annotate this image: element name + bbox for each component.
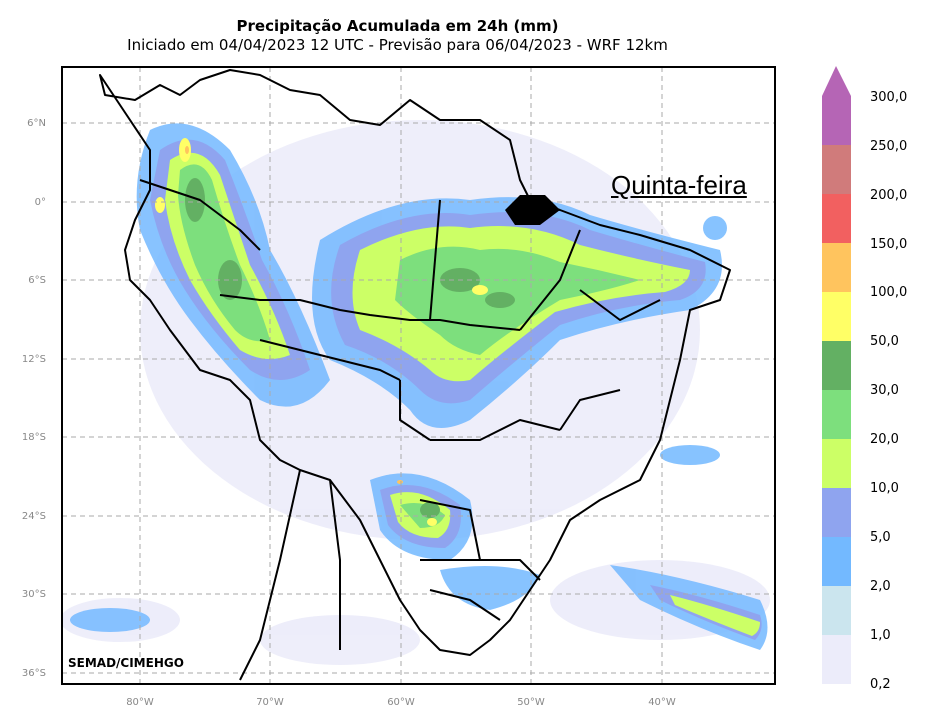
lon-label: 70°W — [256, 697, 284, 708]
precipitation-map: 6°N 0° 6°S 12°S 18°S 24°S 30°S 36°S 80°W… — [22, 66, 776, 708]
lon-label: 50°W — [517, 697, 545, 708]
colorbar-band — [822, 439, 851, 488]
lon-label: 40°W — [648, 697, 676, 708]
colorbar-band — [822, 96, 851, 145]
colorbar-arrow — [822, 66, 851, 96]
colorbar-label: 2,0 — [870, 579, 891, 594]
colorbar-label: 150,0 — [870, 237, 908, 252]
colorbar-band — [822, 586, 851, 635]
colorbar-label: 5,0 — [870, 530, 891, 545]
map-subtitle: Iniciado em 04/04/2023 12 UTC - Previsão… — [127, 36, 668, 54]
colorbar-band — [822, 488, 851, 537]
colorbar-label: 10,0 — [870, 481, 899, 496]
lat-label: 30°S — [22, 589, 46, 600]
colorbar-band — [822, 341, 851, 390]
lat-label: 6°N — [27, 118, 46, 129]
colorbar-label: 0,2 — [870, 677, 891, 692]
lat-label: 6°S — [28, 275, 46, 286]
lon-label: 80°W — [126, 697, 154, 708]
colorbar-label: 20,0 — [870, 432, 899, 447]
colorbar-label: 250,0 — [870, 139, 908, 154]
colorbar-label: 30,0 — [870, 383, 899, 398]
colorbar-band — [822, 390, 851, 439]
colorbar-band — [822, 537, 851, 586]
colorbar-band — [822, 635, 851, 684]
map-title: Precipitação Acumulada em 24h (mm) — [236, 17, 559, 35]
colorbar-label: 100,0 — [870, 285, 908, 300]
precipitation-field — [62, 67, 775, 684]
map-frame — [61, 66, 776, 685]
colorbar-label: 1,0 — [870, 628, 891, 643]
colorbar-band — [822, 292, 851, 341]
colorbar-label: 200,0 — [870, 188, 908, 203]
colorbar-band — [822, 243, 851, 292]
lat-label: 36°S — [22, 668, 46, 679]
lat-label: 12°S — [22, 354, 46, 365]
day-label: Quinta-feira — [611, 170, 747, 200]
lat-label: 24°S — [22, 511, 46, 522]
colorbar-band — [822, 194, 851, 243]
credit-label: SEMAD/CIMEHGO — [68, 656, 184, 670]
colorbar-label: 50,0 — [870, 334, 899, 349]
lat-label: 18°S — [22, 432, 46, 443]
lat-label: 0° — [35, 197, 46, 208]
colorbar-label: 300,0 — [870, 90, 908, 105]
colorbar-band — [822, 145, 851, 194]
lon-label: 60°W — [387, 697, 415, 708]
